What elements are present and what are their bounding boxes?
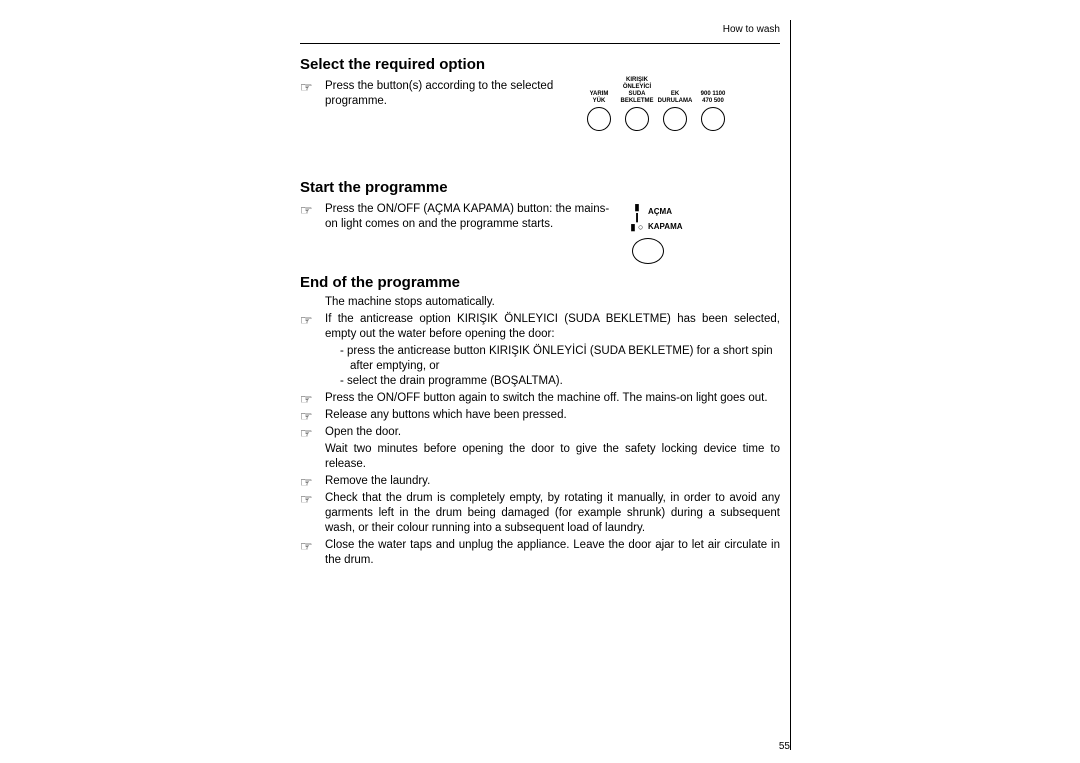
hand-icon: ☞ (300, 79, 325, 94)
hand-icon: ☞ (300, 312, 325, 327)
end-p2: Press the ON/OFF button again to switch … (325, 391, 780, 406)
end-p1: If the anticrease option KIRIŞIK ÖNLEYIC… (325, 312, 780, 342)
heading-end-programme: End of the programme (300, 274, 780, 291)
hand-icon: ☞ (300, 491, 325, 506)
end-p4: Open the door. (325, 425, 780, 440)
end-p5: Remove the laundry. (325, 474, 780, 489)
heading-start-programme: Start the programme (300, 179, 780, 196)
option-button-label: YARIMYÜK (580, 77, 618, 105)
hand-icon: ☞ (300, 474, 325, 489)
off-label: KAPAMA (648, 222, 683, 232)
onoff-button-icon (632, 238, 664, 264)
on-label: AÇMA (648, 207, 672, 217)
end-p6: Check that the drum is completely empty,… (325, 491, 780, 536)
heading-select-option: Select the required option (300, 56, 780, 73)
end-p7: Close the water taps and unplug the appl… (325, 538, 780, 568)
option-button-icon (625, 107, 649, 131)
select-option-step: Press the button(s) according to the sel… (325, 79, 570, 109)
end-p1b: - select the drain programme (BOŞALTMA). (340, 374, 780, 389)
hand-icon: ☞ (300, 408, 325, 423)
option-button-label: 900 1100470 500 (694, 77, 732, 105)
spacer (300, 295, 325, 296)
hand-icon: ☞ (300, 391, 325, 406)
end-p0: The machine stops automatically. (325, 295, 780, 310)
onoff-diagram: ▮ ❙AÇMA ▮ ○KAPAMA (610, 200, 780, 264)
hand-icon: ☞ (300, 425, 325, 440)
option-button-icon (587, 107, 611, 131)
end-p4b: Wait two minutes before opening the door… (325, 442, 780, 472)
option-button-label: EKDURULAMA (656, 77, 694, 105)
top-rule (300, 43, 780, 44)
start-programme-step: Press the ON/OFF (AÇMA KAPAMA) button: t… (325, 202, 610, 232)
option-buttons-diagram: YARIMYÜKKIRIŞIK ÖNLEYİCİSUDABEKLETMEEKDU… (570, 77, 780, 157)
manual-page: How to wash Select the required option ☞… (300, 20, 791, 750)
hand-icon: ☞ (300, 202, 325, 217)
option-button-icon (663, 107, 687, 131)
option-button-label: KIRIŞIK ÖNLEYİCİSUDABEKLETME (618, 77, 656, 105)
option-button-icon (701, 107, 725, 131)
end-p1a: - press the anticrease button KIRIŞIK ÖN… (340, 344, 780, 374)
end-p3: Release any buttons which have been pres… (325, 408, 780, 423)
running-head: How to wash (300, 20, 780, 35)
page-number: 55 (779, 741, 790, 752)
hand-icon: ☞ (300, 538, 325, 553)
